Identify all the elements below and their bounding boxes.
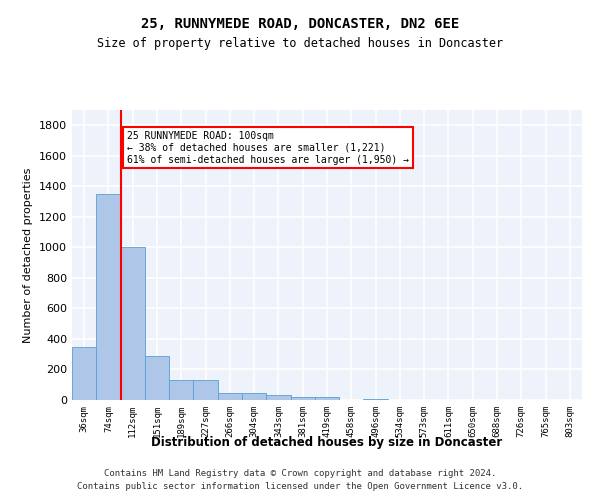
Text: 25, RUNNYMEDE ROAD, DONCASTER, DN2 6EE: 25, RUNNYMEDE ROAD, DONCASTER, DN2 6EE [141,18,459,32]
Bar [145,356,169,400]
Bar [364,399,388,400]
Text: Contains HM Land Registry data © Crown copyright and database right 2024.: Contains HM Land Registry data © Crown c… [104,468,496,477]
Bar [266,396,290,400]
Y-axis label: Number of detached properties: Number of detached properties [23,168,34,342]
Text: Distribution of detached houses by size in Doncaster: Distribution of detached houses by size … [151,436,503,449]
Bar [169,380,193,400]
Bar [121,248,145,400]
Text: Contains public sector information licensed under the Open Government Licence v3: Contains public sector information licen… [77,482,523,491]
Bar [218,393,242,400]
Text: 25 RUNNYMEDE ROAD: 100sqm
← 38% of detached houses are smaller (1,221)
61% of se: 25 RUNNYMEDE ROAD: 100sqm ← 38% of detac… [127,132,409,164]
Bar [242,393,266,400]
Text: Size of property relative to detached houses in Doncaster: Size of property relative to detached ho… [97,38,503,51]
Bar [96,194,121,400]
Bar [72,346,96,400]
Bar [315,397,339,400]
Bar [193,380,218,400]
Bar [290,397,315,400]
